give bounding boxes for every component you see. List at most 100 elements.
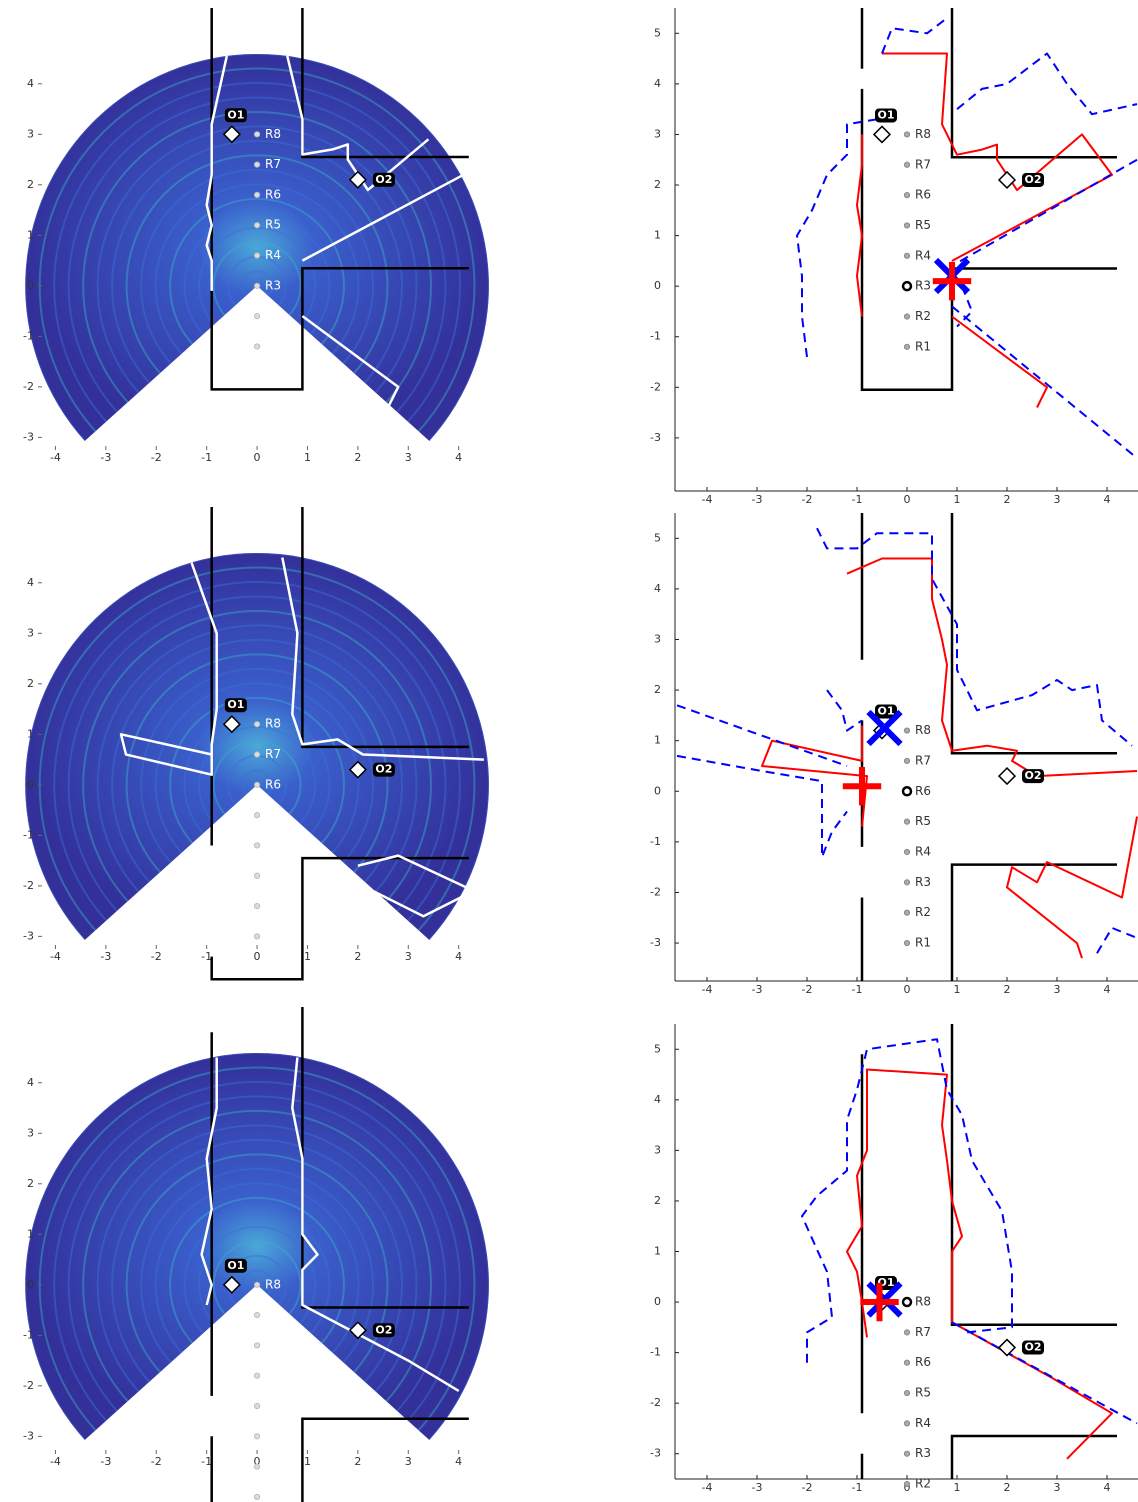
y-tick-label: 4 [654, 1093, 661, 1106]
robot [904, 1330, 909, 1335]
y-tick-label: -1 [23, 329, 34, 342]
robot [904, 1481, 909, 1486]
robot-label: R1 [265, 1489, 281, 1502]
x-tick-label: 1 [304, 1455, 311, 1468]
robot [904, 1421, 909, 1426]
x-tick-label: 1 [954, 983, 961, 996]
robot [254, 1464, 259, 1469]
y-tick-label: 5 [654, 531, 661, 544]
robot-label: R3 [265, 278, 281, 292]
plot-lines [802, 1024, 1137, 1502]
x-tick-label: -1 [852, 983, 863, 996]
obstacle-label: O1 [877, 705, 894, 718]
y-tick-label: -2 [23, 380, 34, 393]
robot-label: R3 [265, 868, 281, 882]
robot-label: R6 [265, 187, 281, 201]
x-tick-label: 4 [455, 451, 462, 464]
y-tick-label: 1 [27, 228, 34, 241]
x-tick-label: -2 [151, 950, 162, 963]
x-tick-label: -3 [752, 493, 763, 506]
x-tick-label: 3 [405, 1455, 412, 1468]
y-tick-label: 0 [27, 279, 34, 292]
x-tick-label: -3 [752, 983, 763, 996]
y-tick-label: -2 [23, 879, 34, 892]
robot [254, 1434, 259, 1439]
wall [952, 8, 1117, 157]
x-tick-label: -1 [852, 1481, 863, 1494]
obstacle-label: O1 [227, 108, 244, 121]
y-tick-label: 3 [654, 127, 661, 140]
wall [862, 865, 1117, 987]
x-tick-label: 4 [1104, 1481, 1111, 1494]
robot-label: R2 [265, 309, 281, 323]
robot-label: R2 [265, 1459, 281, 1473]
y-tick-label: 4 [654, 77, 661, 90]
x-tick-label: -2 [151, 451, 162, 464]
robot [254, 223, 259, 228]
y-tick-label: -1 [650, 330, 661, 343]
y-tick-label: -3 [650, 431, 661, 444]
y-tick-label: 3 [27, 1126, 34, 1139]
x-tick-label: -4 [50, 1455, 61, 1468]
y-tick-label: -2 [23, 1379, 34, 1392]
x-tick-label: 2 [1004, 1481, 1011, 1494]
robot-label: R1 [915, 339, 931, 353]
x-tick-label: -1 [852, 493, 863, 506]
robot-label: R5 [265, 218, 281, 232]
x-tick-label: 2 [354, 451, 361, 464]
x-tick-label: 4 [455, 1455, 462, 1468]
x-tick-label: -3 [100, 1455, 111, 1468]
robot-label: R6 [915, 784, 931, 798]
wall [952, 1436, 1117, 1502]
x-tick-label: 2 [1004, 983, 1011, 996]
trace [857, 54, 1112, 408]
figure: -3 -2 -1 0 1 2 3 4 -4 -3 -2 -1 0 1 2 3 4 R1 R2 R3 R4 R5 R6 R7 R8… [0, 0, 1138, 1502]
y-tick-label: 2 [654, 178, 661, 191]
obstacle [999, 768, 1015, 784]
robot [254, 162, 259, 167]
y-tick-label: -1 [650, 835, 661, 848]
y-tick-label: 2 [654, 1194, 661, 1207]
wall [302, 1419, 468, 1502]
robot [903, 1298, 911, 1306]
x-tick-label: 3 [1054, 493, 1061, 506]
robot [903, 787, 911, 795]
robot [904, 940, 909, 945]
robot [904, 1451, 909, 1456]
robot-label: R1 [265, 339, 281, 353]
robot [904, 910, 909, 915]
obstacle-label: O2 [375, 763, 392, 776]
y-tick-label: 2 [654, 683, 661, 696]
y-tick-label: 1 [654, 1245, 661, 1258]
obstacle-label: O2 [375, 1323, 392, 1336]
y-tick-label: 0 [27, 778, 34, 791]
robot-label: R8 [265, 1277, 281, 1291]
x-tick-label: -2 [802, 1481, 813, 1494]
robot-label: R8 [915, 1295, 931, 1309]
y-tick-label: 4 [27, 77, 34, 90]
y-tick-label: -1 [23, 828, 34, 841]
robot-label: R5 [915, 1386, 931, 1400]
x-tick-label: 3 [1054, 983, 1061, 996]
robot-label: R7 [915, 157, 931, 171]
robot [254, 1373, 259, 1378]
obstacle-label: O1 [227, 698, 244, 711]
robot-label: R4 [265, 1399, 281, 1413]
robot-label: R7 [265, 747, 281, 761]
robot [904, 132, 909, 137]
x-tick-label: 0 [904, 983, 911, 996]
obstacle-label: O2 [1024, 769, 1041, 782]
y-tick-label: -3 [650, 1447, 661, 1460]
x-tick-label: -4 [702, 983, 713, 996]
robot-label: R2 [265, 899, 281, 913]
robot [254, 813, 259, 818]
robot [254, 344, 259, 349]
panel: -3-2-101234-4-3-2-101234R1R2R3R4R5R6R7R8… [23, 1007, 489, 1502]
robot [254, 752, 259, 757]
y-tick-label: -2 [650, 380, 661, 393]
robot [254, 253, 259, 258]
y-tick-label: 3 [654, 632, 661, 645]
robot-label: R3 [265, 1429, 281, 1443]
